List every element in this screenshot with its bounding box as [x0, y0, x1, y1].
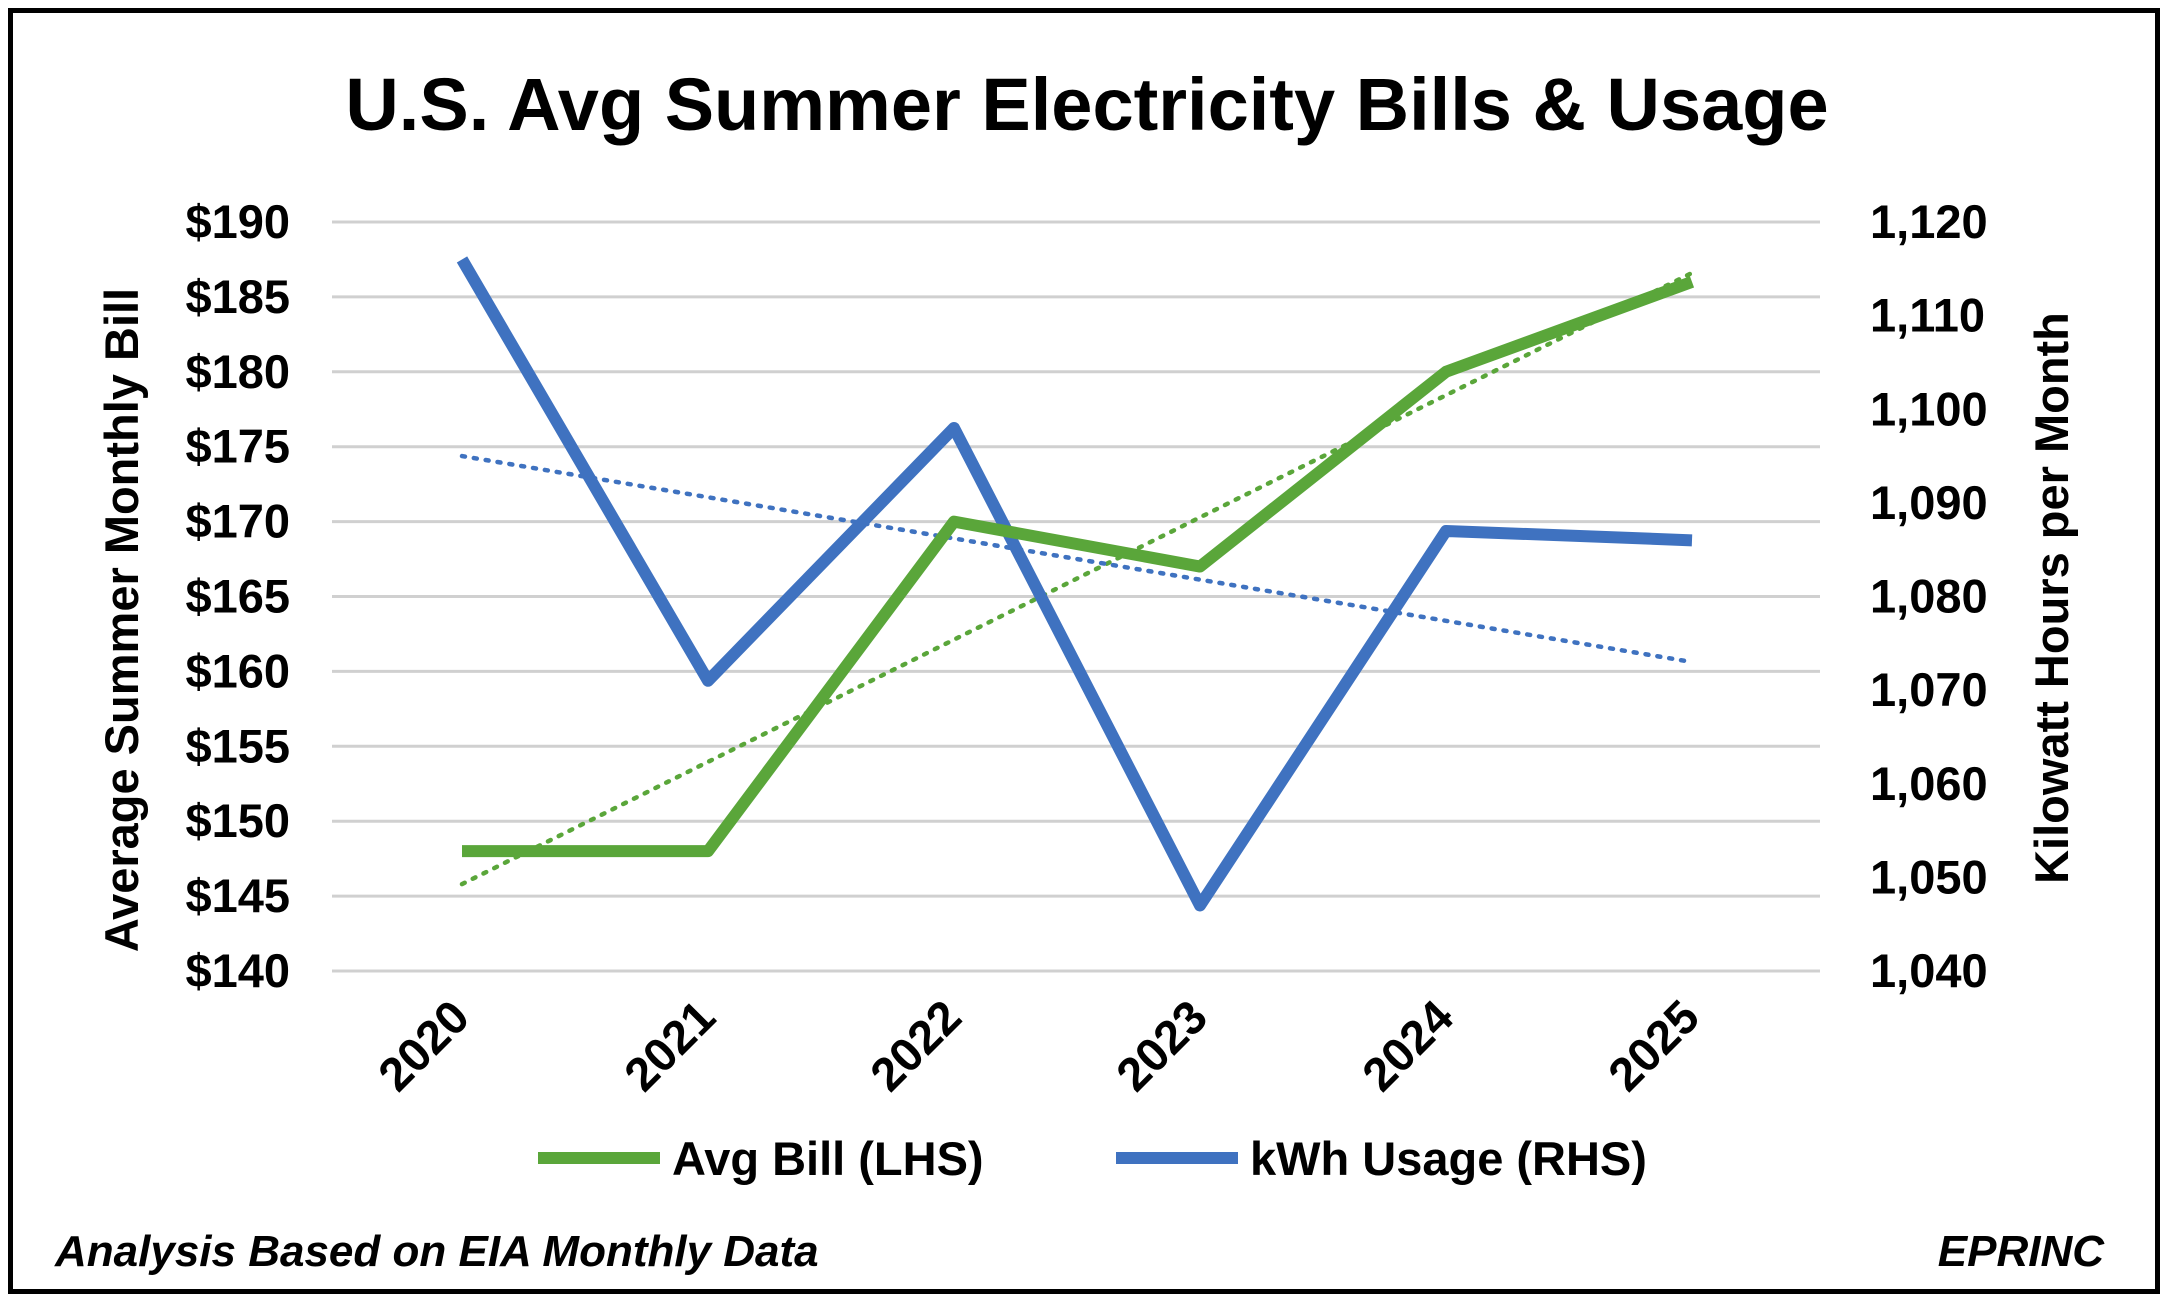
- trendline-kwh-usage: [459, 453, 1695, 665]
- legend: Avg Bill (LHS) kWh Usage (RHS): [538, 1132, 1647, 1185]
- left-tick-label: $160: [185, 644, 290, 697]
- left-tick-label: $170: [185, 495, 290, 548]
- x-tick-label: 2021: [614, 990, 725, 1101]
- right-tick-label: 1,110: [1870, 289, 1985, 342]
- legend-label-kwh-usage: kWh Usage (RHS): [1250, 1132, 1647, 1185]
- right-tick-label: 1,040: [1870, 944, 1988, 997]
- left-tick-label: $150: [185, 794, 290, 847]
- x-tick-label: 2025: [1598, 990, 1709, 1101]
- footer-source: Analysis Based on EIA Monthly Data: [54, 1227, 819, 1276]
- x-tick-label: 2022: [860, 990, 971, 1101]
- gridlines: [332, 220, 1820, 973]
- right-tick-label: 1,050: [1870, 850, 1988, 903]
- x-tick-label: 2023: [1106, 990, 1217, 1101]
- left-tick-label: $190: [185, 195, 290, 248]
- series-line-kwh-usage: [456, 256, 1693, 912]
- left-tick-label: $175: [185, 420, 290, 473]
- left-tick-label: $185: [185, 270, 290, 323]
- series-line-avg-bill: [462, 276, 1695, 858]
- right-axis-ticks: 1,040 1,050 1,060 1,070 1,080 1,090 1,100 1,110…: [1870, 195, 1988, 997]
- right-tick-label: 1,080: [1870, 570, 1988, 623]
- right-axis-title: Kilowatt Hours per Month: [2025, 312, 2078, 884]
- left-tick-label: $180: [185, 345, 290, 398]
- right-tick-label: 1,070: [1870, 663, 1988, 716]
- left-tick-label: $145: [185, 869, 290, 922]
- x-tick-label: 2020: [368, 990, 479, 1101]
- series-lines: [456, 256, 1695, 912]
- left-tick-label: $165: [185, 570, 290, 623]
- footer-brand: EPRINC: [1938, 1227, 2105, 1276]
- right-tick-label: 1,120: [1870, 195, 1988, 248]
- right-tick-label: 1,060: [1870, 757, 1988, 810]
- chart-title: U.S. Avg Summer Electricity Bills & Usag…: [345, 63, 1828, 146]
- left-axis-ticks: $140 $145 $150 $155 $160 $165 $170 $175 $180 $185…: [185, 195, 290, 997]
- right-tick-label: 1,100: [1870, 382, 1988, 435]
- legend-label-avg-bill: Avg Bill (LHS): [672, 1132, 984, 1185]
- left-axis-title: Average Summer Monthly Bill: [95, 288, 148, 952]
- left-tick-label: $140: [185, 944, 290, 997]
- x-tick-label: 2024: [1352, 990, 1463, 1101]
- trendlines: [459, 270, 1695, 887]
- trendline-avg-bill: [459, 270, 1695, 887]
- x-axis-ticks: 2020 2021 2022 2023 2024 2025: [368, 990, 1709, 1101]
- right-tick-label: 1,090: [1870, 476, 1988, 529]
- left-tick-label: $155: [185, 719, 290, 772]
